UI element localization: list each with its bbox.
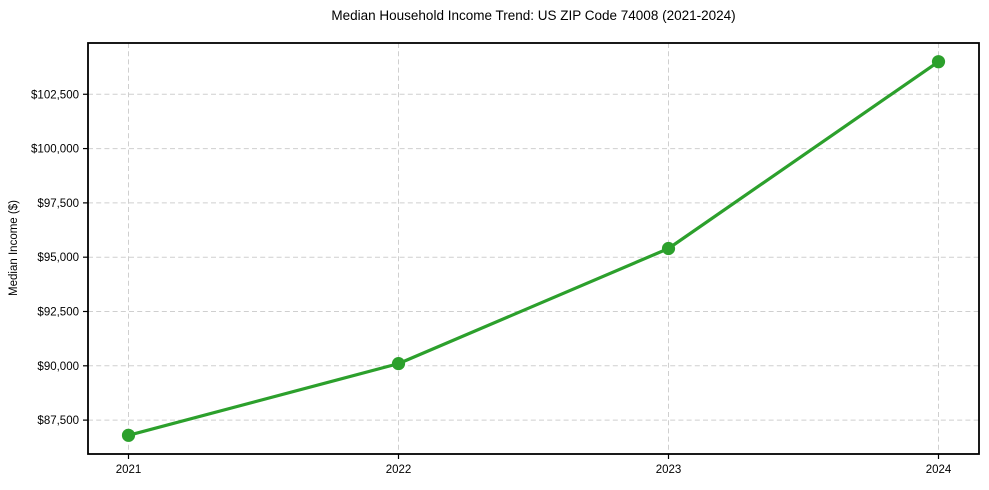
y-tick-label: $90,000 xyxy=(37,361,79,373)
trend-line xyxy=(126,60,941,437)
data-point-marker-2023 xyxy=(661,241,676,256)
y-tick-label: $95,000 xyxy=(37,252,79,264)
y-tick-label: $100,000 xyxy=(31,144,79,156)
y-tick-label: $102,500 xyxy=(31,89,79,101)
y-tick-label: $92,500 xyxy=(37,306,79,318)
axes-border xyxy=(87,42,980,455)
y-tick-label: $87,500 xyxy=(37,415,79,427)
x-tick-label: 2022 xyxy=(386,464,412,476)
x-tick-label: 2023 xyxy=(656,464,682,476)
y-tick-label: $97,500 xyxy=(37,198,79,210)
chart-title: Median Household Income Trend: US ZIP Co… xyxy=(331,8,736,23)
data-point-marker-2024 xyxy=(931,55,946,69)
x-tick-label: 2021 xyxy=(116,464,142,476)
data-point-marker-2021 xyxy=(121,428,136,442)
data-point-marker-2022 xyxy=(391,357,406,371)
x-tick-label: 2024 xyxy=(926,464,952,476)
